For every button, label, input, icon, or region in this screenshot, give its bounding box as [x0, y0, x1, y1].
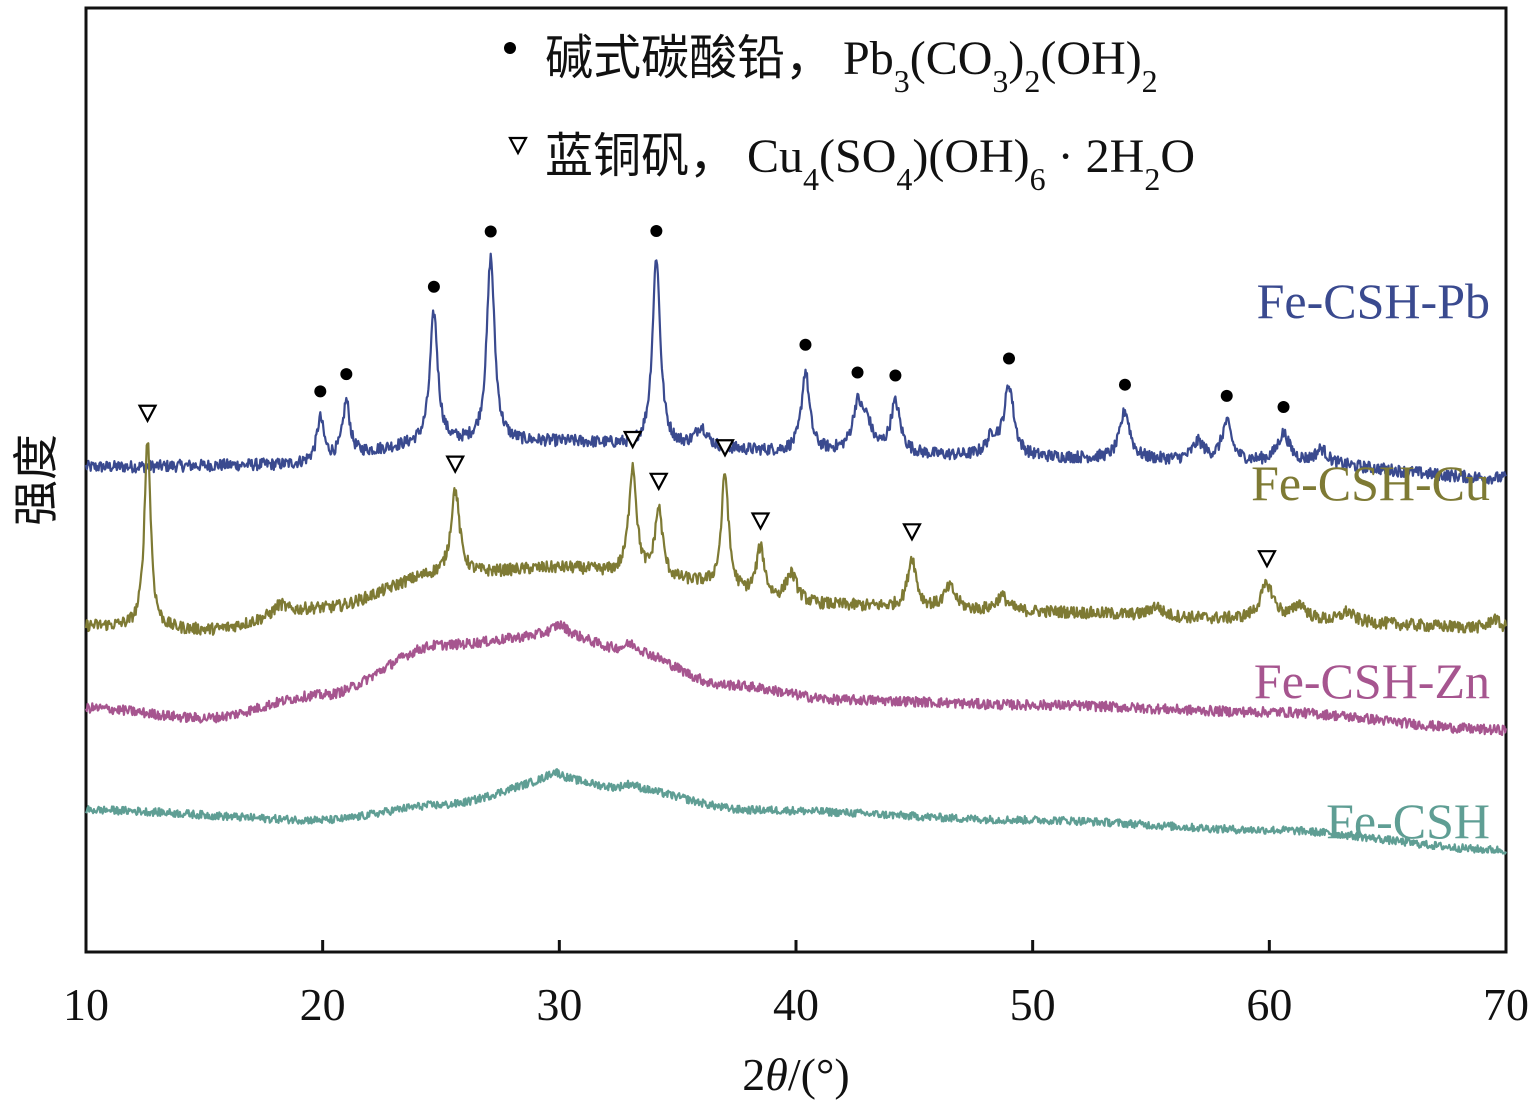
cu-peak-marker: [715, 439, 735, 458]
series-line: [84, 620, 1508, 737]
series-label: Fe-CSH-Pb: [1257, 273, 1490, 329]
series-label: Fe-CSH-Cu: [1251, 455, 1490, 511]
pb-peak-marker: [799, 338, 812, 351]
legend-marker-circle: [504, 42, 516, 54]
y-axis-title: 强度: [11, 434, 62, 526]
legend-marker-triangle: [508, 136, 528, 156]
x-tick-label: 30: [536, 979, 582, 1030]
cu-peak-marker: [1257, 550, 1277, 569]
pb-peak-marker: [314, 385, 327, 398]
x-tick-label: 60: [1246, 979, 1292, 1030]
x-tick-label: 40: [773, 979, 819, 1030]
pb-peak-marker: [1003, 352, 1015, 365]
x-tick-label: 50: [1010, 979, 1056, 1030]
pb-peak-marker: [340, 368, 353, 381]
pb-peak-marker: [851, 366, 864, 379]
legend-entry-text: 蓝铜矾， Cu4(SO4)(OH)6 · 2H2O: [545, 128, 1195, 197]
series-labels: Fe-CSH-Pb Fe-CSH-Cu Fe-CSH-Zn Fe-CSH: [1251, 273, 1490, 849]
x-ticks: 10 20 30 40 50 60 70: [63, 940, 1529, 1030]
legend-entry-text: 碱式碳酸铅， Pb3(CO3)2(OH)2: [545, 30, 1158, 99]
series-label: Fe-CSH-Zn: [1254, 653, 1490, 709]
x-axis-title: 2θ/(°): [742, 1049, 849, 1100]
x-tick-label: 20: [300, 979, 346, 1030]
pb-peak-marker: [650, 225, 663, 238]
cu-peak-marker: [750, 512, 771, 531]
peak-markers: [137, 225, 1290, 569]
pb-peak-marker: [1118, 378, 1131, 391]
series-line: [84, 252, 1507, 485]
legend: 碱式碳酸铅， Pb3(CO3)2(OH)2 蓝铜矾， Cu4(SO4)(OH)6 · …: [504, 30, 1195, 197]
pb-peak-marker: [484, 225, 497, 238]
cu-peak-marker: [648, 472, 669, 492]
series-group: [84, 252, 1508, 855]
cu-peak-marker: [445, 455, 466, 474]
cu-peak-marker: [137, 404, 158, 424]
x-tick-label: 10: [63, 979, 109, 1030]
series-label: Fe-CSH: [1326, 793, 1490, 849]
series-line: [84, 768, 1508, 855]
pb-peak-marker: [889, 369, 902, 382]
series-line: [84, 442, 1508, 636]
pb-peak-marker: [1277, 401, 1290, 414]
pb-peak-marker: [1220, 389, 1233, 402]
cu-peak-marker: [902, 523, 922, 542]
pb-peak-marker: [427, 280, 440, 293]
cu-peak-marker: [622, 430, 643, 450]
x-tick-label: 70: [1483, 979, 1529, 1030]
